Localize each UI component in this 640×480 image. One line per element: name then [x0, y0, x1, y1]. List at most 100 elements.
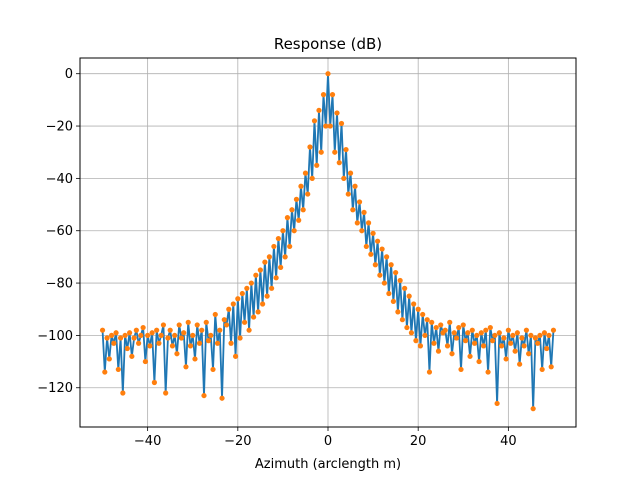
data-point: [404, 324, 410, 331]
data-point: [293, 196, 300, 202]
data-point: [365, 220, 372, 226]
data-point: [122, 332, 128, 339]
data-point: [395, 309, 401, 315]
data-point: [332, 149, 338, 155]
data-point: [492, 332, 498, 339]
response-line-segment: [144, 334, 149, 363]
response-line-segment: [169, 329, 174, 347]
data-point: [185, 319, 191, 325]
data-point: [517, 361, 523, 367]
data-point: [327, 123, 333, 129]
data-point: [305, 191, 311, 197]
data-point: [510, 332, 516, 339]
response-line-segment: [203, 321, 208, 397]
data-point: [485, 369, 491, 375]
data-point: [487, 324, 493, 331]
data-point: [338, 120, 345, 127]
data-point: [226, 306, 232, 312]
response-line-segment: [288, 208, 293, 248]
data-point: [465, 330, 471, 336]
data-point: [190, 332, 196, 339]
data-point: [138, 332, 144, 339]
data-point: [456, 324, 462, 331]
data-point: [160, 322, 167, 328]
response-line-segment: [320, 93, 325, 154]
data-point: [223, 322, 230, 328]
data-point: [156, 340, 162, 346]
data-point: [302, 170, 309, 176]
response-line-segment: [187, 321, 192, 347]
data-point: [309, 175, 315, 181]
data-point: [548, 364, 554, 370]
response-line-segment: [363, 211, 368, 248]
data-point: [370, 230, 376, 236]
data-point: [352, 183, 358, 189]
data-point: [494, 400, 500, 407]
data-point: [280, 228, 286, 234]
data-point: [505, 327, 511, 333]
y-tick-label: −40: [46, 172, 73, 187]
data-point: [289, 207, 295, 213]
x-axis-ticks: −40 −20 0 20 40: [134, 427, 517, 449]
data-point: [431, 340, 437, 346]
response-line-segment: [121, 334, 126, 394]
response-line-segment: [367, 221, 372, 256]
data-point: [120, 390, 126, 396]
data-point: [163, 390, 169, 396]
data-point: [269, 285, 275, 291]
data-point: [323, 123, 329, 129]
data-point: [158, 332, 164, 339]
response-line-segment: [176, 324, 181, 355]
data-point: [458, 366, 464, 373]
data-point: [429, 319, 435, 325]
data-point: [388, 262, 394, 268]
data-point: [341, 175, 347, 181]
response-line-segment: [460, 324, 465, 371]
data-point: [438, 322, 444, 328]
data-point: [237, 335, 243, 341]
data-point: [406, 293, 412, 299]
response-line-segment: [297, 185, 302, 222]
data-point: [402, 285, 408, 291]
x-tick-label: −20: [224, 434, 251, 449]
x-tick-label: −40: [134, 434, 161, 449]
data-point: [102, 369, 108, 375]
data-point: [217, 327, 223, 333]
data-point: [232, 353, 239, 359]
data-point: [172, 332, 178, 339]
data-point: [532, 335, 539, 341]
data-point: [131, 335, 137, 341]
y-tick-label: −120: [37, 381, 73, 396]
response-line-segment: [293, 198, 298, 232]
data-point: [514, 330, 520, 336]
data-point: [257, 267, 263, 273]
data-point: [108, 332, 115, 339]
response-line-segment: [518, 337, 523, 366]
data-point: [363, 243, 369, 250]
data-point: [345, 191, 351, 197]
data-point: [178, 335, 185, 341]
data-point: [275, 235, 281, 242]
data-point: [384, 254, 390, 260]
data-point: [442, 327, 448, 333]
data-point: [449, 351, 455, 357]
response-line-segment: [153, 329, 158, 384]
response-line-segment: [212, 313, 217, 371]
data-point: [300, 207, 306, 213]
data-point: [478, 330, 484, 336]
response-line-segment: [487, 326, 492, 373]
response-line-segment: [194, 324, 199, 360]
data-point: [221, 317, 227, 323]
data-point: [165, 335, 171, 341]
data-point: [483, 327, 489, 333]
data-point: [264, 293, 270, 299]
data-point: [399, 317, 405, 323]
data-point: [451, 330, 457, 336]
data-point: [248, 280, 254, 286]
x-tick-label: 40: [500, 434, 517, 449]
data-point: [422, 332, 428, 339]
data-point: [183, 364, 189, 370]
data-point: [203, 319, 209, 325]
response-line-segment: [331, 93, 336, 154]
